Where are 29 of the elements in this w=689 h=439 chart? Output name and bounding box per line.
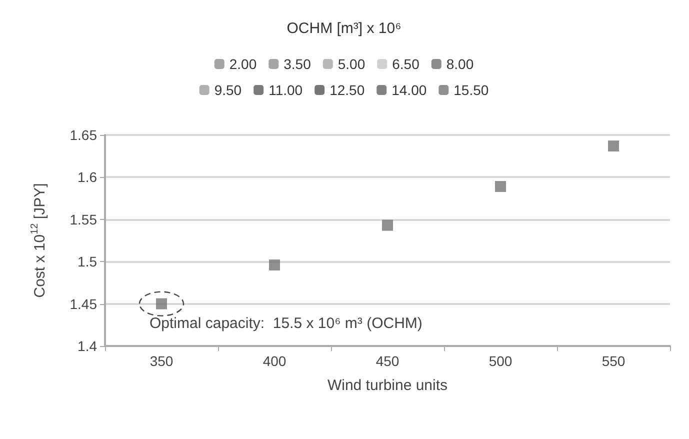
annotation: Optimal capacity: 15.5 x 10⁶ m³ (OCHM) [150,314,422,332]
x-tick-label: 550 [602,353,626,369]
legend-label: 14.00 [392,82,427,98]
x-tick-label: 450 [376,353,400,369]
legend-label: 11.00 [268,82,303,98]
legend-label: 9.50 [214,82,242,98]
legend-label: 12.50 [330,82,365,98]
point [608,140,619,152]
legend-label: 15.50 [454,82,489,98]
x-tick-label: 400 [262,353,286,369]
y-axis-title: Cost x 1012 [JPY] [30,183,48,298]
x-tick-label: 500 [488,353,512,369]
y-tick-label: 1.4 [78,338,98,354]
legend-label: 6.50 [392,56,420,72]
legend-label: 2.00 [229,56,257,72]
legend-label: 8.00 [446,56,474,72]
y-tick-label: 1.5 [78,254,98,270]
legend-label: 3.50 [284,56,312,72]
point [495,180,506,192]
x-axis-title: Wind turbine units [327,377,448,394]
y-tick-label: 1.65 [70,127,98,143]
y-tick-label: 1.6 [78,169,98,186]
point [269,259,280,270]
y-tick-label: 1.55 [70,211,98,228]
legend-label: 5.00 [338,56,366,72]
point [382,220,393,231]
y-tick-label: 1.45 [70,296,98,312]
legend-title: OCHM [m³] x 10⁶ [286,20,402,37]
x-tick-label: 350 [150,353,174,369]
